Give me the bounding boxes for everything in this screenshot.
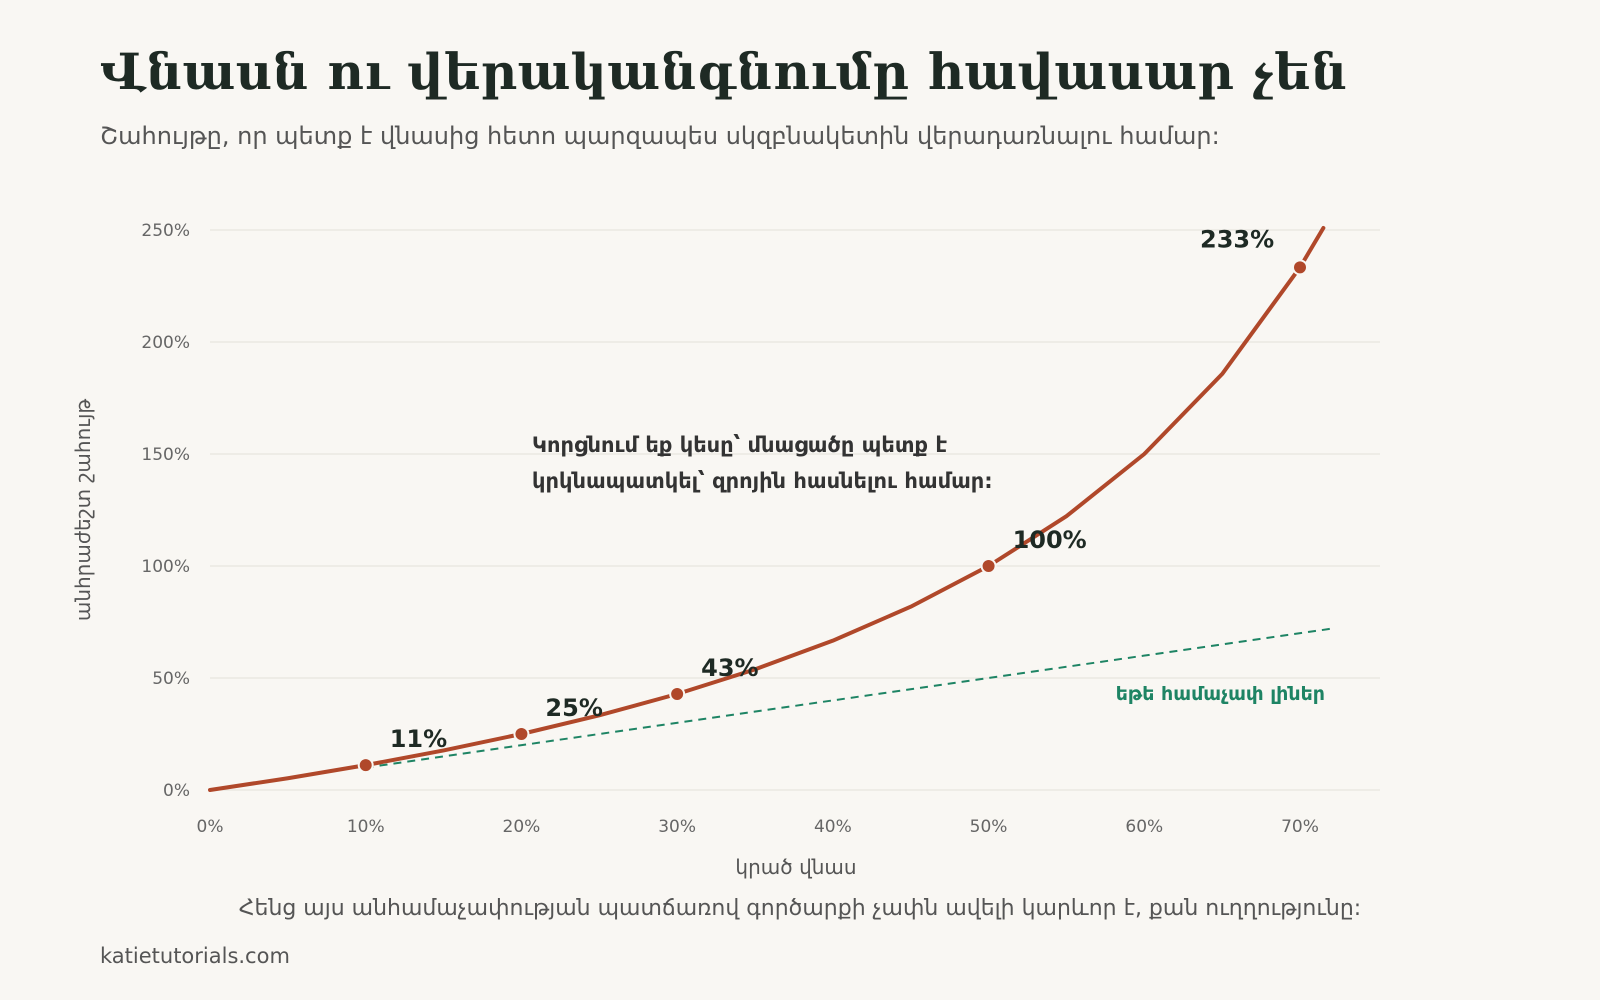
data-point [357,757,374,774]
x-tick-label: 70% [1281,817,1319,837]
x-tick-label: 30% [658,817,696,837]
y-tick-label: 100% [141,557,190,577]
series-line-proportional [365,627,1332,769]
y-tick-labels: 0% 50% 100% 150% 200% 250% [141,221,190,801]
x-tick-labels: 0% 10% 20% 30% 40% 50% 60% 70% [197,817,1319,837]
proportional-series-label: եթե համաչափ լիներ [1116,683,1325,705]
x-tick-label: 0% [197,817,224,837]
source-credit: katietutorials.com [100,944,290,968]
chart-caption: Հենց այս անհամաչափության պատճառով գործար… [238,896,1362,921]
y-tick-label: 200% [141,333,190,353]
data-label: 11% [390,725,447,753]
x-axis-title: կրած վնաս [735,855,856,879]
annotation-line-2: կրկնապատկել՝ զրոյին հասնելու համար: [532,469,993,493]
series-lines [208,226,1332,792]
annotation: Կորցնում եք կեսը՝ մնացածը պետք է կրկնապա… [532,433,993,493]
chart-title: Վնասն ու վերականգնումը հավասար չեն [100,42,1348,101]
data-label: 233% [1200,225,1274,253]
data-label: 43% [701,654,758,682]
annotation-line-1: Կորցնում եք կեսը՝ մնացածը պետք է [532,433,947,457]
data-point [980,558,997,574]
y-tick-label: 250% [141,221,190,241]
series-line-required-gain [208,226,1326,792]
data-point [1292,259,1308,276]
x-tick-label: 10% [347,817,385,837]
data-label: 100% [1013,526,1087,554]
data-points [357,259,1308,774]
chart-subtitle: Շահույթը, որ պետք է վնասից հետո պարզապես… [100,122,1220,150]
y-tick-label: 0% [163,781,190,801]
y-tick-label: 50% [152,669,190,689]
data-label: 25% [545,694,602,722]
y-axis-title: անհրաժեշտ շահույթ [71,399,95,622]
x-tick-label: 60% [1125,817,1163,837]
y-tick-label: 150% [141,445,190,465]
x-tick-label: 40% [814,817,852,837]
x-tick-label: 50% [970,817,1008,837]
gridlines [210,229,1380,791]
x-tick-label: 20% [503,817,541,837]
data-labels: 11% 25% 43% 100% 233% [390,225,1274,753]
data-point [669,685,686,702]
data-point [513,726,530,742]
